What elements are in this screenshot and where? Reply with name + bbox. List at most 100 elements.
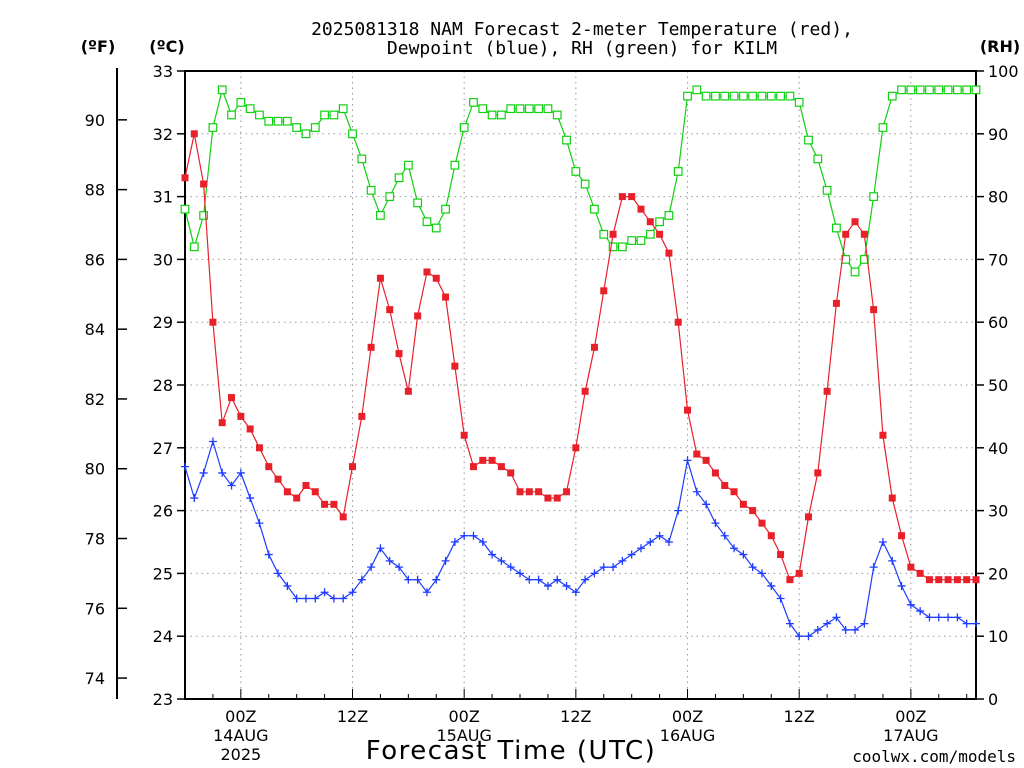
series-dewpoint (181, 437, 980, 641)
rh-point (804, 135, 813, 145)
temperature-point (274, 475, 282, 483)
dewpoint-point (357, 575, 366, 584)
rh-point (562, 135, 571, 145)
temperature-point (600, 287, 608, 295)
rh-point (673, 167, 683, 176)
rh-point (245, 104, 255, 114)
dewpoint-point (395, 563, 404, 572)
fahrenheit-tick-label: 86 (85, 250, 105, 269)
temperature-point (330, 500, 338, 508)
fahrenheit-tick-label: 74 (85, 669, 105, 688)
temperature-point (209, 318, 217, 326)
rh-point (189, 242, 199, 252)
dewpoint-point (767, 581, 776, 590)
temperature-point (842, 230, 850, 238)
temperature-point (553, 494, 561, 502)
rh-point (962, 85, 972, 95)
temperature-point (190, 130, 198, 138)
rh-point (608, 242, 618, 252)
rh-point (515, 104, 525, 114)
rh-point (310, 123, 320, 132)
temperature-point (349, 463, 357, 471)
dewpoint-point (599, 563, 608, 572)
temperature-point (749, 507, 757, 515)
rh-point (394, 173, 404, 183)
dewpoint-point (897, 581, 906, 590)
temperature-point (665, 249, 673, 257)
dewpoint-point (878, 538, 887, 546)
rh-point (441, 204, 450, 214)
temperature-point (255, 444, 263, 452)
credit-text: coolwx.com/models (852, 747, 1016, 766)
rh-axis: 0 10 20 30 40 50 60 70 80 90 100 (976, 62, 1019, 709)
dewpoint-point (581, 575, 590, 584)
x-tick-year: 2025 (220, 745, 261, 764)
dewpoint-point (469, 531, 478, 540)
dewpoint-point (525, 575, 534, 584)
temperature-point (786, 576, 794, 584)
temperature-point (618, 193, 626, 201)
dewpoint-point (785, 619, 794, 628)
temperature-point (404, 387, 412, 395)
rh-tick-label: 100 (988, 62, 1019, 81)
temperature-point (953, 576, 961, 584)
dewpoint-point (674, 506, 683, 515)
temperature-point (423, 268, 431, 276)
rh-point (571, 167, 581, 176)
rh-point (376, 211, 385, 220)
temperature-point (525, 488, 533, 496)
dewpoint-point (851, 625, 860, 634)
rh-point (906, 85, 916, 95)
temperature-point (823, 387, 831, 395)
temperature-point (804, 513, 812, 521)
fahrenheit-tick-label: 88 (85, 181, 105, 200)
rh-point (766, 91, 776, 101)
rh-point (869, 192, 879, 202)
temperature-point (265, 463, 273, 471)
celsius-tick-label: 32 (153, 125, 173, 144)
x-tick-label: 00Z (225, 707, 256, 726)
rh-point (664, 211, 674, 220)
fahrenheit-unit-label: (ºF) (81, 37, 116, 56)
series-temperature (181, 130, 980, 584)
temperature-line (184, 133, 976, 581)
dewpoint-point (590, 569, 599, 578)
dewpoint-point (692, 487, 701, 496)
rh-point (627, 236, 637, 245)
dewpoint-point (962, 619, 971, 628)
rh-point (590, 204, 599, 214)
celsius-unit-label: (ºC) (149, 37, 184, 56)
temperature-point (516, 488, 524, 496)
temperature-point (237, 412, 245, 420)
rh-point (794, 97, 804, 107)
rh-point (217, 85, 227, 95)
x-tick-date: 17AUG (883, 726, 938, 745)
rh-point (748, 91, 758, 101)
rh-point (701, 91, 711, 101)
dewpoint-point (385, 556, 394, 565)
temperature-point (851, 218, 859, 226)
dewpoint-point (283, 581, 292, 590)
rh-point (683, 91, 692, 101)
rh-point (255, 110, 264, 120)
dewpoint-point (711, 519, 720, 528)
rh-unit-label: (RH) (980, 37, 1020, 56)
rh-point (208, 123, 218, 132)
rh-point (431, 223, 441, 233)
dewpoint-point (236, 468, 245, 477)
celsius-axis: 23 24 25 26 27 28 29 30 31 32 33 (153, 62, 185, 709)
rh-point (655, 217, 664, 227)
temperature-point (376, 274, 384, 282)
rh-point (738, 91, 748, 101)
rh-tick-label: 90 (988, 125, 1008, 144)
dewpoint-point (218, 468, 227, 477)
rh-point (757, 91, 767, 101)
dewpoint-point (571, 588, 580, 597)
rh-point (897, 85, 906, 95)
rh-point (236, 97, 246, 107)
rh-point (692, 85, 702, 95)
rh-point (971, 85, 981, 95)
rh-point (887, 91, 897, 101)
temperature-point (358, 412, 366, 420)
